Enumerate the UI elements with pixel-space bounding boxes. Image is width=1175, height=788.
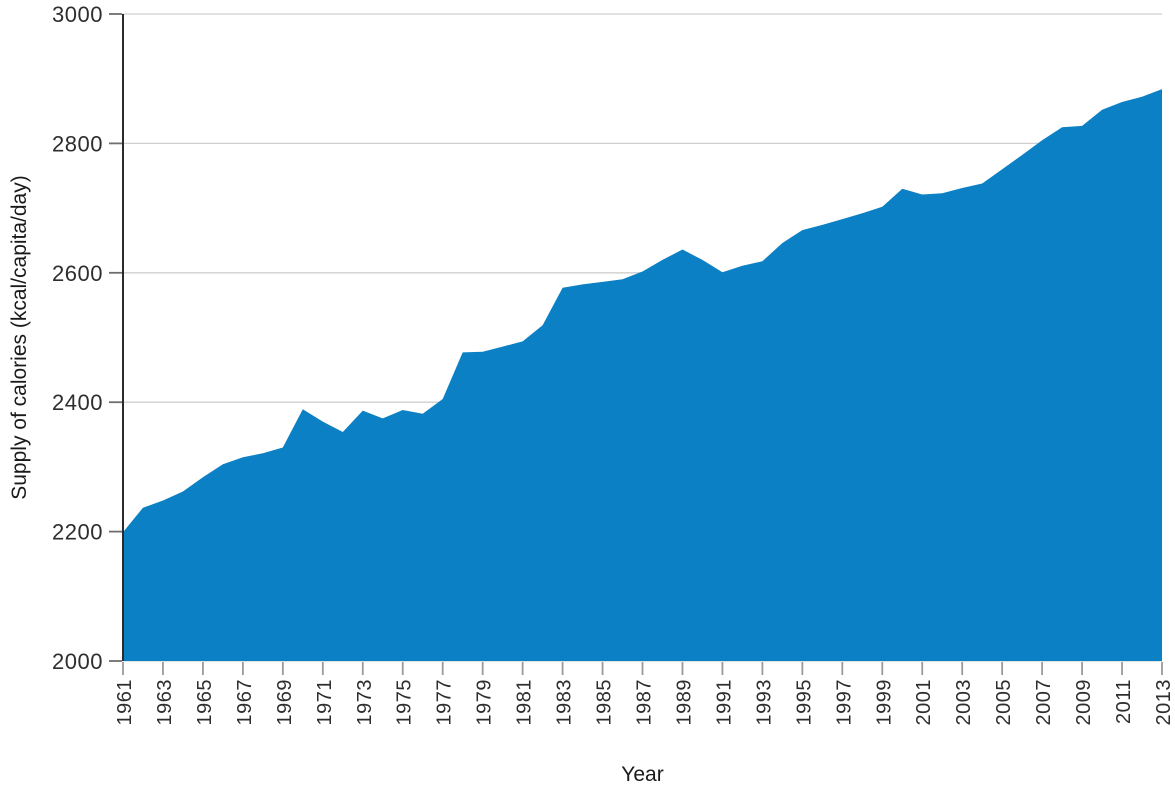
y-axis-tick-label: 2400 <box>52 390 103 415</box>
x-axis-tick-label: 1999 <box>873 679 895 726</box>
x-axis-tick-label: 1987 <box>634 679 656 726</box>
x-axis-tick-label: 1973 <box>354 679 376 726</box>
x-axis-tick-label: 1963 <box>154 679 176 726</box>
y-axis-title: Supply of calories (kcal/capita/day) <box>8 175 31 500</box>
x-axis-tick-label: 2013 <box>1153 679 1175 726</box>
x-axis-tick-label: 2009 <box>1073 679 1095 726</box>
x-axis-tick-label: 1965 <box>194 679 216 726</box>
x-axis-tick-label: 1975 <box>394 679 416 726</box>
y-axis-tick-label: 2200 <box>52 520 103 545</box>
x-axis-tick-label: 1961 <box>114 679 136 726</box>
x-axis-tick-label: 1985 <box>594 679 616 726</box>
area-series <box>123 89 1162 662</box>
x-axis-tick-label: 1989 <box>673 679 695 726</box>
x-axis-tick-label: 1995 <box>793 679 815 726</box>
x-axis-tick-label: 2005 <box>993 679 1015 726</box>
x-axis-tick-label: 1991 <box>713 679 735 726</box>
x-axis-tick-label: 1979 <box>474 679 496 726</box>
x-axis-tick-label: 1981 <box>514 679 536 726</box>
y-axis-tick-label: 2600 <box>52 261 103 286</box>
x-axis-tick-label: 1971 <box>314 679 336 726</box>
x-axis-tick-label: 1969 <box>274 679 296 726</box>
x-axis-tick-label: 1977 <box>434 679 456 726</box>
y-axis-tick-label: 2800 <box>52 131 103 156</box>
x-axis-tick-label: 2001 <box>913 679 935 726</box>
x-axis-tick-label: 2007 <box>1033 679 1055 726</box>
x-axis-tick-label: 1993 <box>753 679 775 726</box>
x-axis-tick-label: 1997 <box>833 679 855 726</box>
y-axis-tick-label: 2000 <box>52 649 103 674</box>
x-axis-tick-label: 2011 <box>1113 679 1135 724</box>
y-axis-tick-label: 3000 <box>52 2 103 27</box>
x-axis-title: Year <box>621 763 663 786</box>
x-axis-tick-label: 1983 <box>554 679 576 726</box>
x-axis-tick-label: 2003 <box>953 679 975 726</box>
x-axis-tick-label: 1967 <box>234 679 256 726</box>
